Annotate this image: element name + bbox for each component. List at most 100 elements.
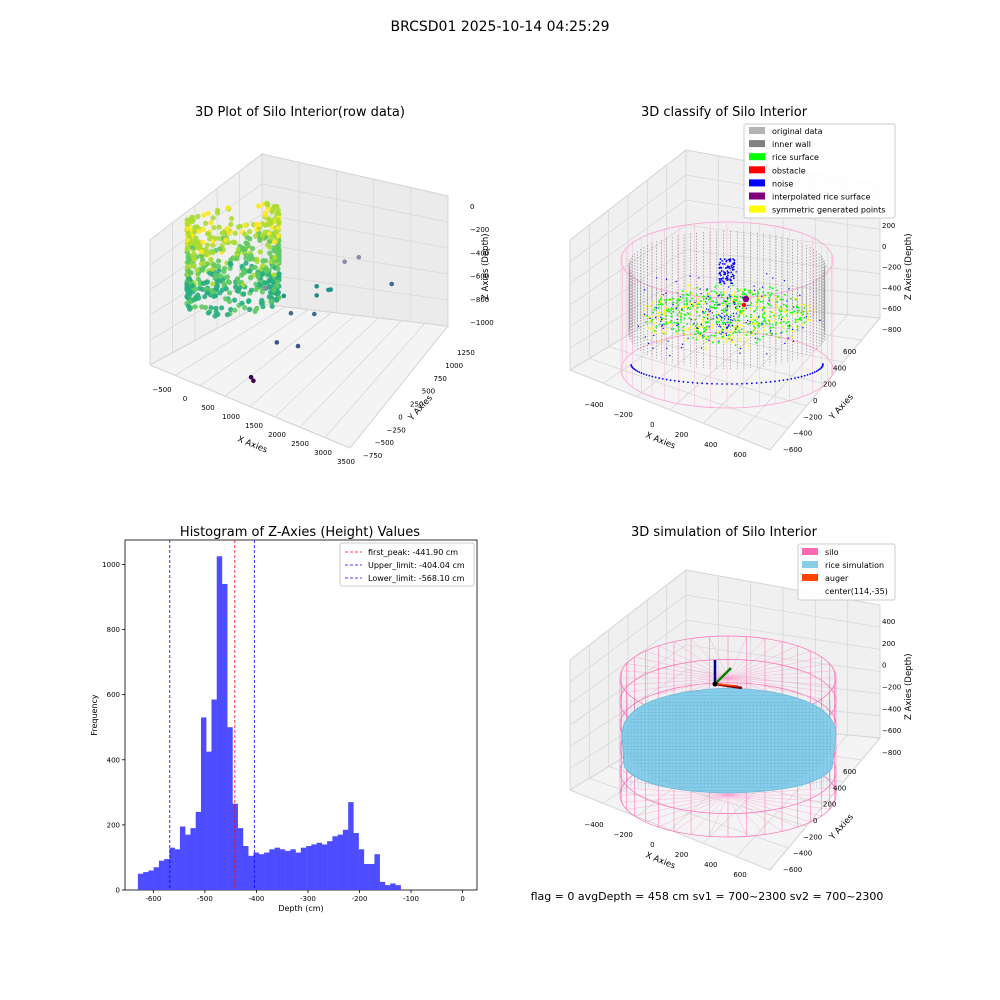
- rice-surface-point: [711, 341, 714, 344]
- cloud-point: [275, 225, 281, 231]
- noise-point: [653, 334, 655, 337]
- rice-surface-point: [711, 306, 714, 309]
- cloud-point: [199, 249, 205, 255]
- y-tick-label: −200: [803, 833, 822, 841]
- cloud-point: [225, 205, 231, 211]
- noise-point: [661, 325, 663, 327]
- cloud-point: [216, 258, 222, 264]
- symmetric-point: [775, 304, 778, 307]
- symmetric-point: [712, 340, 715, 343]
- noise-point: [725, 276, 728, 278]
- noise-point: [654, 316, 657, 319]
- noise-point: [643, 289, 646, 291]
- rice-surface-point: [678, 329, 680, 331]
- outlier-point: [328, 287, 334, 292]
- x-tick-labels: −400 −200 0 200 400 600: [584, 401, 746, 459]
- panel-histogram: Histogram of Z-Axies (Height) Values -60…: [90, 525, 478, 913]
- silo-spoke: [621, 670, 729, 679]
- cloud-point: [264, 200, 270, 206]
- rice-surface-point: [798, 317, 801, 320]
- noise-point: [717, 304, 719, 306]
- cloud-point: [186, 256, 192, 262]
- symmetric-point: [800, 312, 803, 315]
- histogram-bar: [232, 803, 238, 890]
- symmetric-point: [746, 337, 749, 340]
- symmetric-point: [791, 330, 794, 333]
- cloud-point: [254, 258, 260, 264]
- grid-line: [274, 317, 379, 418]
- rice-surface-point: [747, 289, 750, 292]
- noise-point: [706, 303, 708, 305]
- plot-area: [124, 539, 478, 891]
- cloud-point: [223, 296, 229, 302]
- symmetric-point: [653, 321, 656, 324]
- noise-point: [721, 316, 723, 318]
- noise-point: [783, 280, 786, 282]
- y-tick-label: 0: [398, 413, 402, 421]
- symmetric-point: [782, 307, 785, 310]
- rice-surface-point: [757, 292, 759, 295]
- outlier-point: [356, 254, 362, 260]
- rice-surface-point: [783, 293, 786, 296]
- symmetric-point: [749, 307, 752, 310]
- silo-spoke: [621, 794, 729, 803]
- rice-surface-point: [749, 304, 752, 307]
- legend-label: inner wall: [772, 140, 811, 149]
- symmetric-point: [722, 334, 725, 337]
- rice-surface-point: [718, 320, 720, 323]
- symmetric-point: [659, 339, 662, 342]
- rice-surface-point: [778, 309, 781, 311]
- rice-surface-point: [754, 293, 756, 296]
- symmetric-point: [644, 309, 647, 312]
- rice-surface-point: [735, 326, 737, 329]
- grid-line: [261, 213, 449, 249]
- y-tick-label: 200: [823, 381, 836, 389]
- rice-surface-point: [697, 303, 699, 306]
- rice-surface-point: [703, 335, 705, 338]
- outlier-point: [314, 293, 320, 298]
- legend-label: Upper_limit: -404.04 cm: [368, 561, 465, 570]
- cloud-point: [210, 281, 216, 287]
- symmetric-point: [750, 319, 753, 322]
- noise-point: [771, 333, 773, 335]
- rice-surface-point: [775, 323, 777, 326]
- x-tick-label: 0: [650, 841, 654, 849]
- cloud-point: [201, 212, 207, 218]
- rice-surface-point: [747, 330, 749, 333]
- y-tick-label: 0: [813, 817, 817, 825]
- symmetric-point: [667, 321, 670, 324]
- cloud-point: [253, 286, 259, 293]
- rice-surface-point: [666, 322, 668, 325]
- cloud-point: [256, 203, 262, 209]
- x-tick-label: −400: [584, 401, 603, 409]
- rice-surface-point: [718, 332, 721, 335]
- noise-point: [750, 331, 752, 333]
- noise-point: [755, 382, 758, 384]
- grid-line: [261, 183, 449, 223]
- cloud-point: [228, 216, 235, 222]
- symmetric-point: [752, 318, 755, 321]
- z-axis-label: Z Axies (Depth): [904, 653, 914, 720]
- legend-swatch: [749, 127, 765, 134]
- rice-surface-point: [713, 307, 716, 310]
- rice-surface-point: [738, 331, 741, 334]
- symmetric-point: [747, 344, 750, 347]
- histogram-bar: [227, 727, 233, 890]
- rice-surface-point: [736, 295, 738, 298]
- grid-line: [349, 325, 449, 449]
- rice-surface-point: [758, 315, 760, 318]
- panel-classify: 3D classify of Silo Interior −400−200020…: [568, 105, 914, 459]
- symmetric-point: [742, 324, 745, 327]
- symmetric-point: [773, 316, 776, 319]
- cloud-point: [252, 264, 258, 271]
- rice-surface-point: [658, 300, 661, 302]
- rice-surface-point: [687, 313, 690, 315]
- histogram-bar: [285, 850, 291, 890]
- cloud-point: [184, 287, 190, 293]
- cloud-point: [248, 287, 254, 293]
- noise-point: [745, 307, 747, 309]
- rice-surface-point: [675, 330, 678, 333]
- rice-surface-point: [803, 307, 806, 309]
- legend-label: rice simulation: [825, 561, 884, 570]
- rice-surface-point: [782, 303, 785, 306]
